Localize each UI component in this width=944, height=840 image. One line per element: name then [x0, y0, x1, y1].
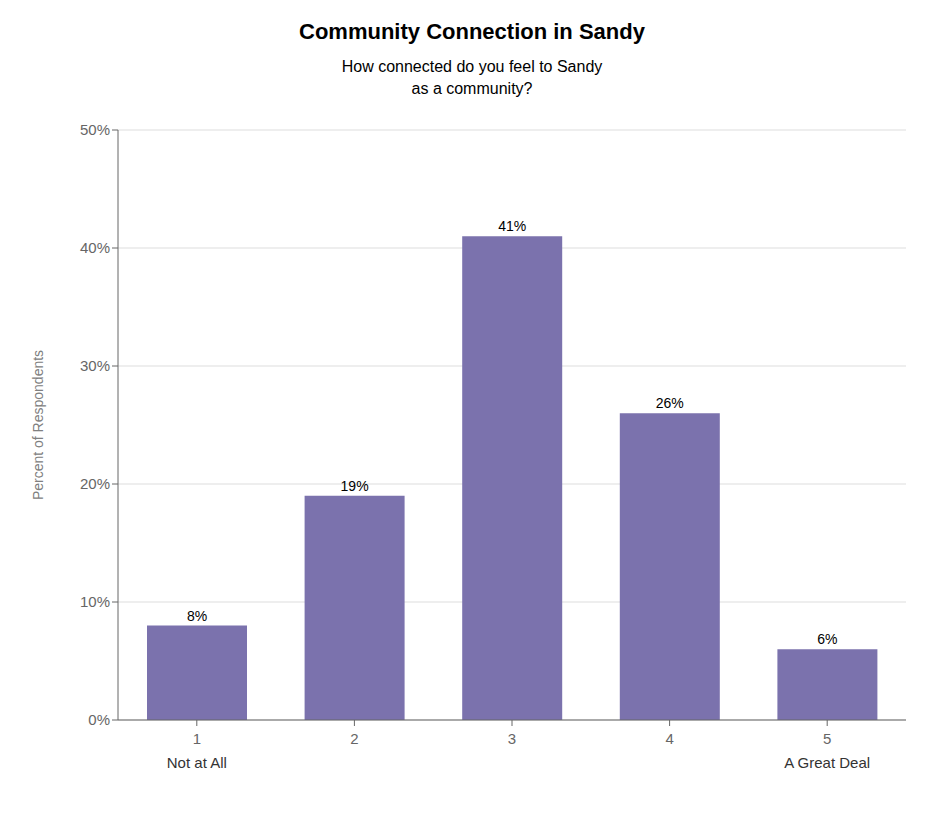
svg-text:30%: 30%	[80, 357, 110, 374]
svg-text:A Great Deal: A Great Deal	[784, 754, 870, 771]
svg-text:6%: 6%	[817, 631, 837, 647]
svg-text:3: 3	[508, 730, 516, 747]
svg-text:26%: 26%	[656, 395, 684, 411]
svg-text:10%: 10%	[80, 593, 110, 610]
svg-text:4: 4	[665, 730, 673, 747]
svg-text:41%: 41%	[498, 218, 526, 234]
svg-text:Not at All: Not at All	[167, 754, 227, 771]
svg-text:Percent of Respondents: Percent of Respondents	[30, 350, 46, 500]
svg-text:19%: 19%	[341, 478, 369, 494]
svg-text:40%: 40%	[80, 239, 110, 256]
svg-text:5: 5	[823, 730, 831, 747]
svg-text:20%: 20%	[80, 475, 110, 492]
html-text:Community Connection in Sandy: Community Connection in Sandy	[299, 19, 645, 44]
svg-text:8%: 8%	[187, 608, 207, 624]
svg-text:2: 2	[350, 730, 358, 747]
html-text:How connected do you feel to S: How connected do you feel to Sandy	[341, 58, 603, 75]
svg-text:50%: 50%	[80, 121, 110, 138]
svg-text:1: 1	[193, 730, 201, 747]
svg-text:0%: 0%	[88, 711, 110, 728]
html-text:as a community?: as a community?	[411, 80, 533, 97]
